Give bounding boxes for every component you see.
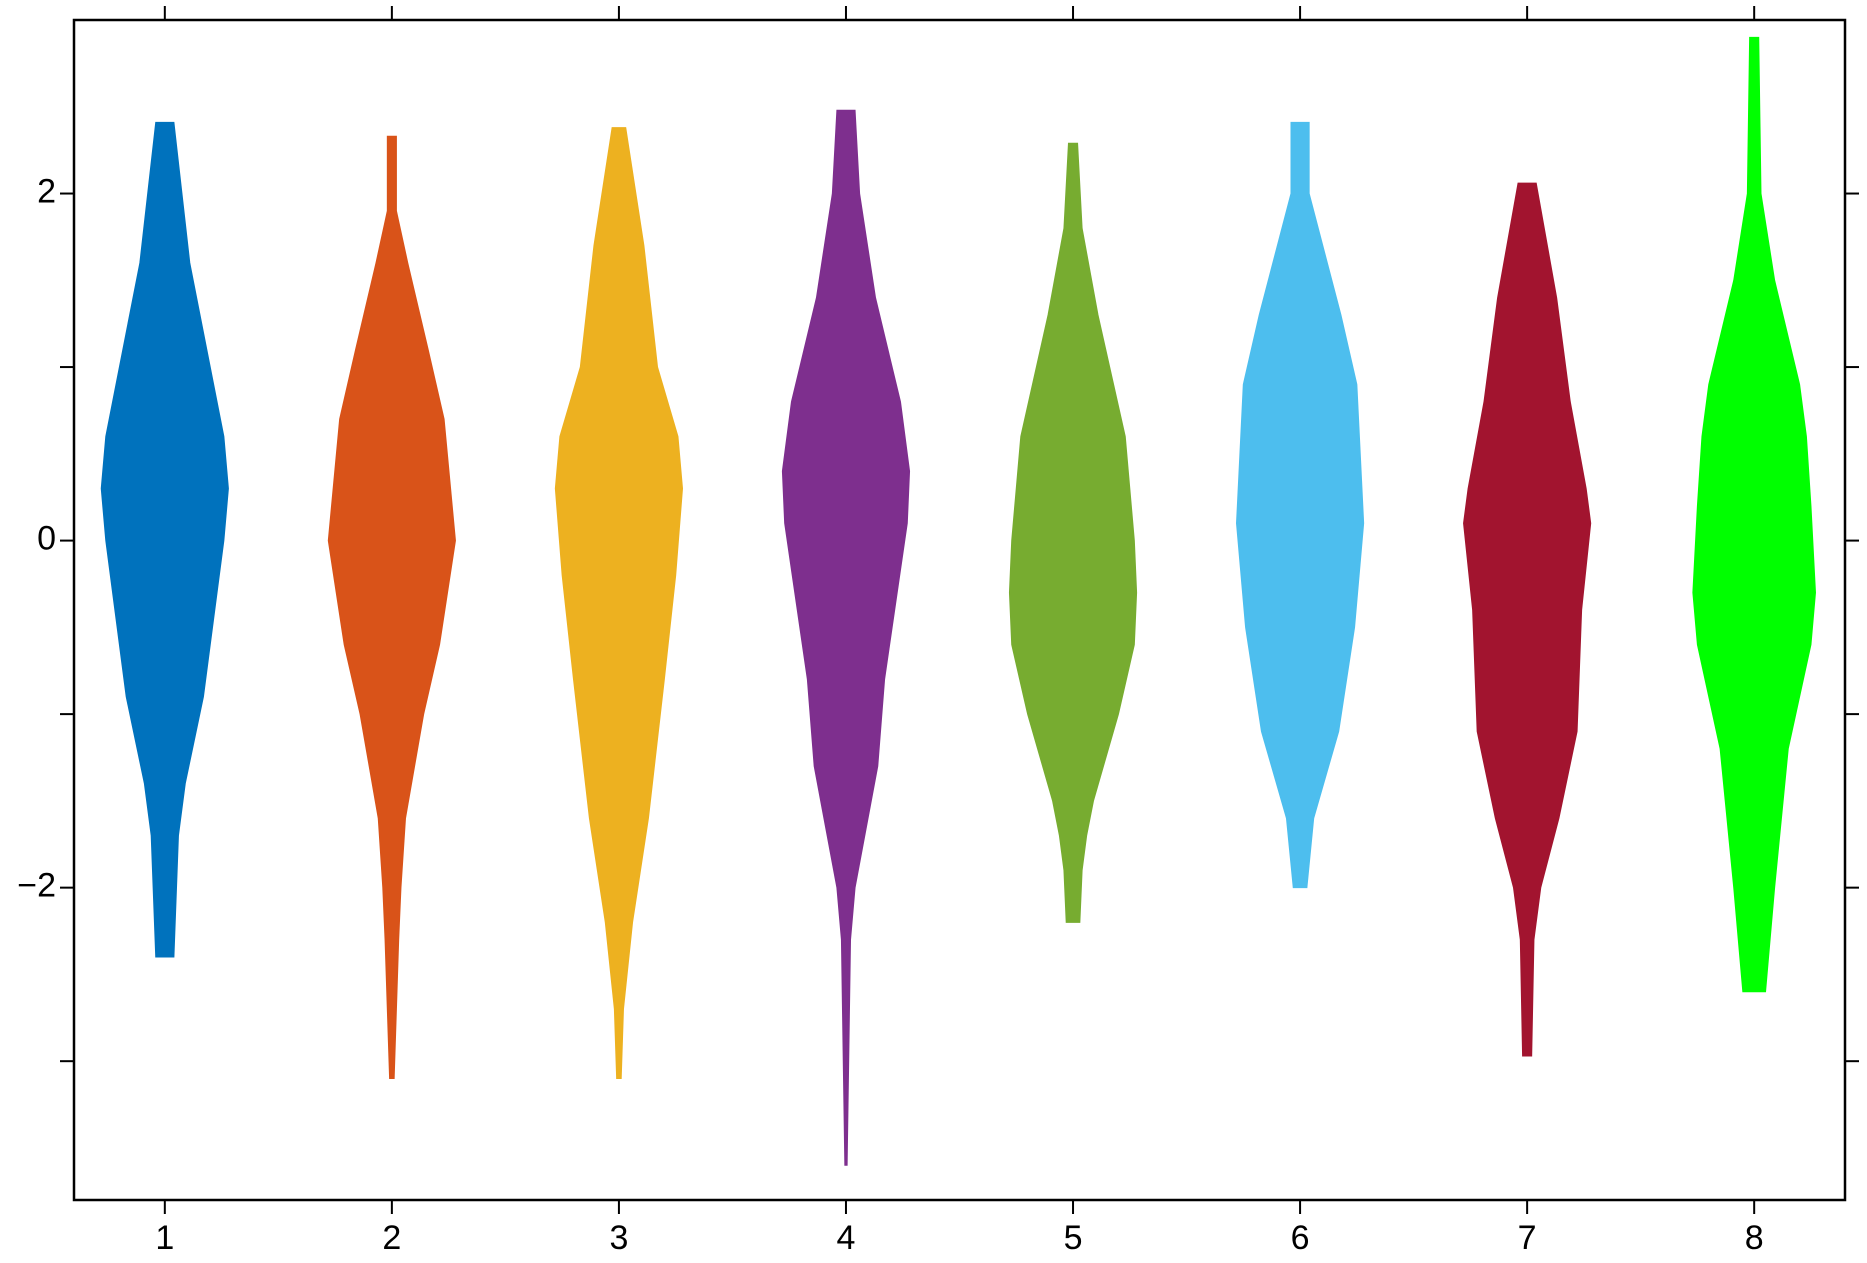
violin	[1008, 142, 1138, 923]
x-tick-label: 5	[1064, 1219, 1083, 1257]
violin	[781, 109, 911, 1166]
violin	[1463, 182, 1592, 1057]
x-tick-label: 6	[1291, 1219, 1310, 1257]
plot-frame	[72, 18, 1847, 1202]
violin	[327, 135, 456, 1080]
x-tick-label: 1	[155, 1219, 174, 1257]
violin	[554, 127, 683, 1080]
violin	[100, 121, 229, 958]
violin	[1236, 121, 1365, 889]
x-tick-label: 8	[1745, 1219, 1764, 1257]
violin	[1692, 36, 1816, 993]
y-tick-label: −2	[17, 867, 56, 905]
y-tick-label: 2	[37, 173, 56, 211]
y-tick-label: 0	[37, 520, 56, 558]
x-tick-label: 4	[837, 1219, 856, 1257]
x-tick-label: 7	[1518, 1219, 1537, 1257]
x-tick-label: 3	[609, 1219, 628, 1257]
x-tick-label: 2	[382, 1219, 401, 1257]
